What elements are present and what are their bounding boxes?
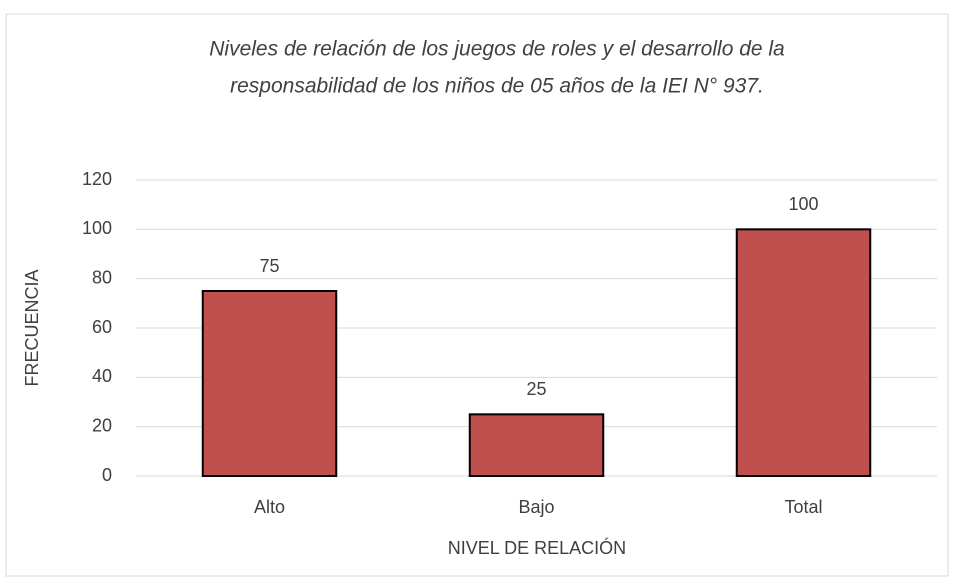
chart-title: responsabilidad de los niños de 05 años … — [230, 75, 764, 98]
y-tick-label: 0 — [102, 465, 112, 485]
bar — [468, 413, 605, 478]
y-tick-label: 120 — [82, 169, 112, 189]
x-tick-label: Total — [784, 497, 822, 517]
y-axis-label: FRECUENCIA — [22, 269, 42, 386]
x-axis-label: NIVEL DE RELACIÓN — [448, 537, 626, 558]
y-tick-label: 60 — [92, 317, 112, 337]
data-label: 75 — [259, 256, 279, 276]
y-tick-label: 40 — [92, 366, 112, 386]
data-label: 100 — [788, 194, 818, 214]
bar — [735, 228, 872, 477]
x-tick-label: Alto — [254, 497, 285, 517]
x-tick-label: Bajo — [518, 497, 554, 517]
data-label: 25 — [526, 379, 546, 399]
chart-title: Niveles de relación de los juegos de rol… — [209, 38, 785, 61]
y-tick-label: 80 — [92, 267, 112, 287]
bar — [201, 290, 338, 477]
y-tick-label: 20 — [92, 415, 112, 435]
y-tick-label: 100 — [82, 218, 112, 238]
